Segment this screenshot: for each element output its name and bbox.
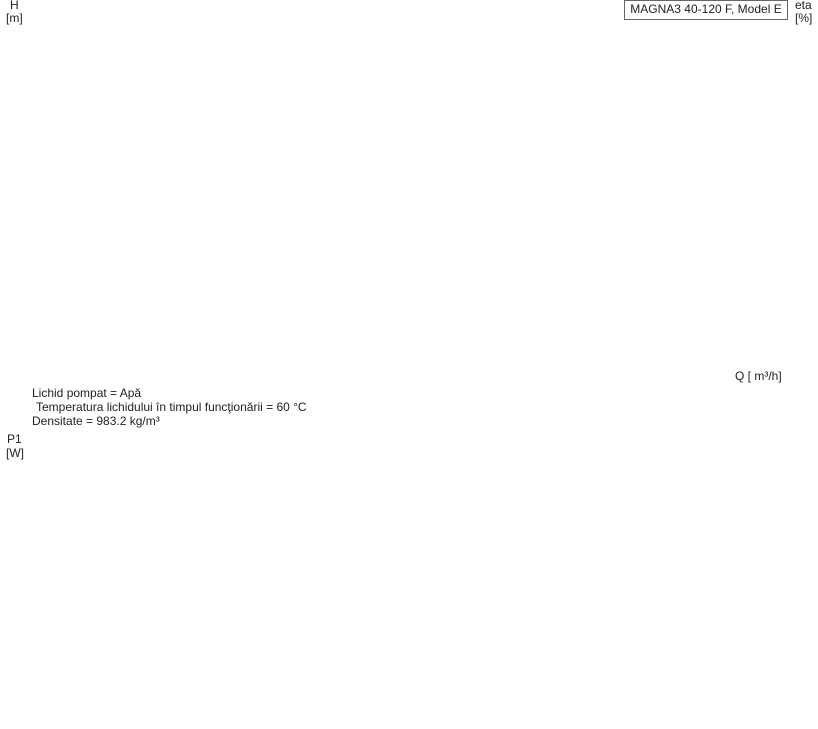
chart-title: MAGNA3 40-120 F, Model E [630,2,781,16]
y2-axis-label: eta [795,0,812,12]
y2-axis-unit: [%] [795,11,812,25]
x-axis-label: Q [ m³/h] [735,369,782,383]
y-axis-unit: [W] [6,446,24,460]
note: Temperatura lichidului în timpul funcţio… [36,400,307,414]
text-layer: MAGNA3 40-120 F, Model E H [m] eta [%] Q… [6,0,812,460]
y-axis-label: P1 [7,432,22,446]
note: Lichid pompat = Apă [32,386,141,400]
note: Densitate = 983.2 kg/m³ [32,414,160,428]
title-box [624,0,788,20]
y-axis-unit: [m] [6,11,23,25]
y-axis-label: H [10,0,19,12]
